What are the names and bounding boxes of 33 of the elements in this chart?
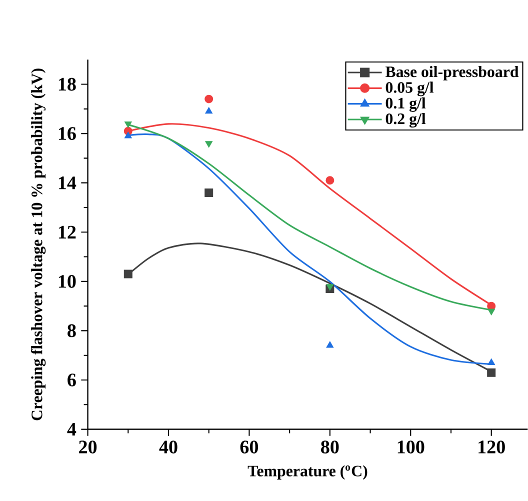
y-tick-label: 18 <box>58 78 76 91</box>
legend-label: 0.2 g/l <box>386 113 426 128</box>
point <box>326 341 334 348</box>
y-axis-title: Creeping flashover voltage at 10 % probability (kV) <box>30 68 46 420</box>
x-tick-label: 60 <box>240 440 258 454</box>
legend-label: 0.1 g/l <box>386 97 426 112</box>
x-tick-label: 100 <box>398 440 424 454</box>
y-tick-label: 6 <box>68 374 76 386</box>
point <box>124 122 132 128</box>
point <box>124 132 132 138</box>
point <box>204 94 214 104</box>
y-tick-label: 16 <box>58 127 76 140</box>
x-tick-label: 120 <box>478 440 505 454</box>
x-tick-label: 40 <box>159 440 178 454</box>
legend-label: 0.05 g/l <box>386 82 434 96</box>
y-tick-label: 12 <box>58 226 76 239</box>
y-tick-label: 10 <box>58 275 76 288</box>
y-tick-label: 14 <box>58 176 76 190</box>
y-tick-label: 8 <box>68 324 76 338</box>
x-tick-label: 20 <box>79 440 97 454</box>
legend-label: Base oil-pressboard <box>386 66 519 80</box>
point <box>326 176 334 185</box>
point <box>487 368 496 377</box>
point <box>124 270 132 278</box>
point <box>488 358 496 366</box>
x-axis-title: Temperature ($^{o}$C) <box>248 465 368 480</box>
point <box>205 141 213 148</box>
x-tick-label: 80 <box>321 440 339 454</box>
y-tick-label: 4 <box>67 423 76 436</box>
point <box>326 284 334 291</box>
point <box>205 107 213 114</box>
point <box>488 308 496 316</box>
point <box>204 188 214 198</box>
